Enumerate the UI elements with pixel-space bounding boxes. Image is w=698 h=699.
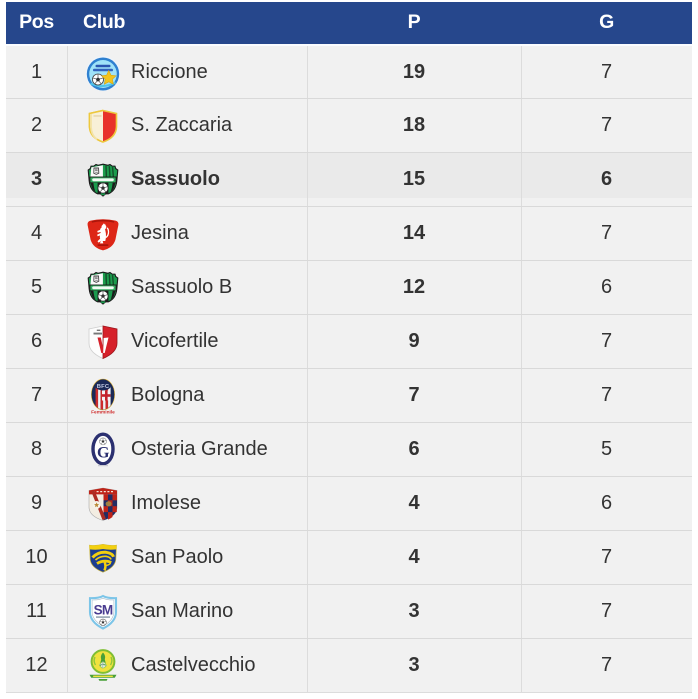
svg-text:G: G [97,445,110,462]
svg-text:SM: SM [94,603,113,618]
svg-text:BFC: BFC [97,384,110,390]
svg-text:Femminile: Femminile [91,410,115,415]
